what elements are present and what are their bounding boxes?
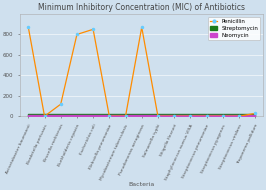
Neomycin [156,115,160,117]
Penicillin [253,112,257,115]
Streptomycin [43,115,46,117]
Neomycin [108,115,111,117]
Streptomycin [27,115,30,117]
Neomycin [189,115,192,117]
X-axis label: Bacteria: Bacteria [128,182,155,187]
Neomycin [92,115,95,117]
Penicillin [221,115,224,117]
Neomycin [124,115,127,117]
Penicillin [27,26,30,28]
Neomycin [43,115,46,117]
Penicillin [75,33,78,36]
Penicillin [189,115,192,117]
Line: Penicillin: Penicillin [27,26,256,117]
Streptomycin [205,115,208,117]
Penicillin [156,115,160,117]
Streptomycin [140,115,143,117]
Penicillin [43,115,46,117]
Streptomycin [75,115,78,117]
Neomycin [59,115,62,117]
Legend: Penicillin, Streptomycin, Neomycin: Penicillin, Streptomycin, Neomycin [208,17,260,40]
Penicillin [59,103,62,105]
Streptomycin [173,115,176,117]
Penicillin [124,115,127,117]
Streptomycin [108,115,111,117]
Penicillin [140,26,143,28]
Streptomycin [59,115,62,117]
Penicillin [173,115,176,117]
Title: Minimum Inhibitory Concentration (MIC) of Antibiotics: Minimum Inhibitory Concentration (MIC) o… [38,3,245,12]
Streptomycin [92,115,95,117]
Penicillin [237,115,240,117]
Penicillin [92,28,95,30]
Streptomycin [221,115,224,117]
Penicillin [205,115,208,117]
Streptomycin [237,115,240,117]
Neomycin [253,115,257,117]
Streptomycin [124,115,127,117]
Neomycin [237,115,240,117]
Streptomycin [189,115,192,117]
Neomycin [221,115,224,117]
Streptomycin [253,115,257,117]
Streptomycin [156,115,160,117]
Neomycin [140,115,143,117]
Neomycin [27,115,30,117]
Neomycin [205,115,208,117]
Neomycin [75,115,78,117]
Penicillin [108,115,111,117]
Neomycin [173,115,176,117]
